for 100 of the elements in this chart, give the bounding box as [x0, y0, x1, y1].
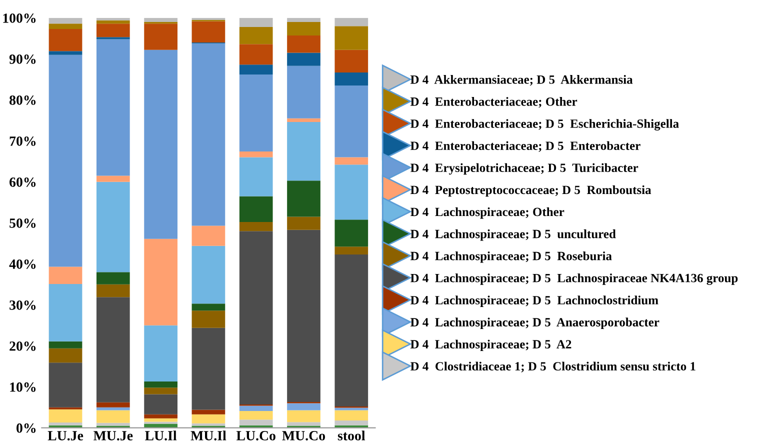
legend-label: D 4 Lachnospiraceae; D 5 Lachnoclostridium	[410, 296, 658, 307]
bar	[192, 328, 226, 410]
bar	[96, 422, 130, 426]
bar	[48, 54, 82, 267]
bar	[96, 39, 130, 176]
bar	[192, 43, 226, 226]
bar	[287, 403, 320, 410]
bar	[287, 122, 320, 181]
bar	[239, 18, 273, 27]
bar	[239, 196, 273, 222]
bar	[192, 246, 226, 304]
bar	[192, 304, 226, 311]
bar	[48, 28, 82, 52]
bar	[96, 272, 130, 284]
bar	[287, 422, 320, 426]
bar	[144, 414, 178, 418]
legend-label: D 4 Lachnospiraceae; D 5 Anaerosporobacter	[410, 318, 660, 329]
bar	[48, 51, 82, 55]
bar	[287, 66, 320, 118]
y-tick-label: 60%	[10, 177, 36, 187]
bar	[144, 24, 178, 50]
y-tick-label: 90%	[9, 54, 36, 64]
bar	[192, 410, 226, 414]
bar	[334, 26, 368, 50]
bar	[144, 325, 178, 382]
legend-label: D 4 Lachnospiraceae; D 5 Lachnospiraceae NK4A136 group	[410, 273, 738, 285]
legend-label: D 4 Enterobacteriaceae; D 5 Escherichia-Shigella	[410, 119, 679, 131]
bar	[287, 22, 320, 36]
bar	[48, 409, 82, 423]
bar	[144, 50, 178, 239]
bar	[48, 24, 82, 29]
bar	[239, 222, 273, 232]
bar	[239, 406, 273, 412]
bar	[48, 348, 82, 363]
bar	[48, 284, 82, 342]
bar	[192, 414, 226, 424]
bar	[334, 164, 368, 220]
x-tick-label: stool	[338, 430, 366, 440]
x-tick-label: LU.Il	[145, 430, 177, 440]
bar	[334, 18, 368, 26]
bar	[96, 24, 130, 38]
bar	[96, 20, 130, 24]
bar	[144, 424, 178, 428]
y-tick-label: 70%	[10, 136, 36, 146]
y-tick-label: 0%	[16, 423, 36, 433]
y-tick-label: 30%	[10, 300, 36, 310]
bar	[334, 420, 368, 426]
bar	[48, 18, 82, 24]
bar	[334, 157, 368, 165]
bar	[48, 362, 82, 408]
x-tick-label: MU.Co	[282, 431, 326, 440]
y-tick-label: 100%	[3, 14, 36, 23]
y-tick-label: 50%	[10, 218, 36, 228]
bar	[96, 297, 130, 402]
bar	[239, 420, 273, 426]
legend-label: D 4 Peptostreptococcaceae; D 5 Romboutsia	[410, 185, 652, 197]
bar	[287, 18, 320, 22]
bar	[96, 284, 130, 298]
bar	[239, 26, 273, 44]
bar	[287, 36, 320, 53]
bar	[96, 18, 130, 20]
legend-label: D 4 Akkermansiaceae; D 5 Akkermansia	[410, 75, 633, 86]
bar	[144, 394, 178, 414]
bar	[334, 72, 368, 86]
bar	[287, 216, 320, 230]
bar	[144, 418, 178, 422]
bar	[48, 422, 82, 426]
bar	[239, 157, 273, 196]
bar	[192, 310, 226, 328]
bar	[192, 423, 226, 426]
bar	[144, 382, 178, 388]
bar	[144, 18, 178, 22]
bar	[48, 266, 82, 284]
bar	[334, 254, 368, 407]
x-tick-label: LU.Co	[236, 431, 276, 440]
bar	[239, 152, 273, 158]
bar	[239, 411, 273, 420]
bar	[96, 176, 130, 182]
bar	[144, 388, 178, 394]
x-tick-label: LU.Je	[48, 431, 84, 440]
x-tick-label: MU.Je	[94, 431, 133, 440]
bar	[334, 50, 368, 72]
bar	[192, 21, 226, 43]
x-tick-label: MU.Il	[190, 430, 226, 440]
bar	[144, 238, 178, 326]
bar	[192, 226, 226, 246]
legend-label: D 4 Lachnospiraceae; Other	[410, 207, 564, 219]
legend-label: D 4 Erysipelotrichaceae; D 5 Turicibacter	[410, 163, 638, 175]
bar	[239, 44, 273, 65]
bar	[96, 410, 130, 423]
bar	[287, 180, 320, 217]
bar	[334, 410, 368, 420]
legend-label: D 4 Lachnospiraceae; D 5 Roseburia	[410, 251, 612, 263]
y-tick-label: 40%	[9, 259, 36, 269]
bar	[287, 52, 320, 66]
legend-label: D 4 Enterobacteriaceae; Other	[410, 97, 578, 108]
bar	[287, 410, 320, 422]
legend-label: D 4 Lachnospiraceae; D 5 A2	[410, 340, 572, 352]
legend-label: D 4 Enterobacteriaceae; D 5 Enterobacter	[410, 141, 640, 152]
bar	[96, 182, 130, 272]
